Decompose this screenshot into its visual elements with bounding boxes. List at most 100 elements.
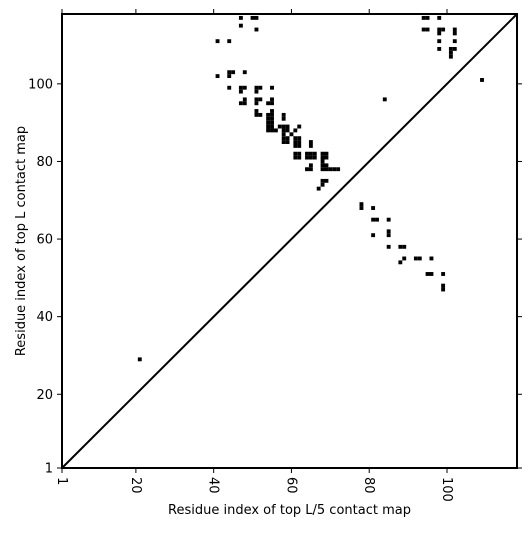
contact-point <box>238 85 243 90</box>
contact-point <box>417 256 422 261</box>
contact-point <box>297 151 302 156</box>
contact-point <box>402 244 407 249</box>
contact-point <box>238 15 243 20</box>
contact-point <box>238 89 243 94</box>
contact-point <box>285 124 290 129</box>
contact-point <box>441 272 446 276</box>
contact-point <box>316 186 321 191</box>
contact-point <box>285 140 290 144</box>
contact-point <box>320 167 325 172</box>
contact-point <box>289 132 294 137</box>
contact-point <box>266 116 271 121</box>
contact-point <box>324 151 329 156</box>
contact-point <box>270 124 274 129</box>
contact-point <box>227 70 232 75</box>
y-tick-label: 20 <box>36 388 53 403</box>
y-tick-label: 80 <box>36 155 53 170</box>
contact-point <box>270 101 274 106</box>
contact-point <box>270 85 274 90</box>
x-axis-label: Residue index of top L/5 contact map <box>168 503 411 518</box>
contact-point <box>421 15 426 20</box>
contact-point <box>448 54 453 59</box>
contact-point <box>324 155 329 160</box>
contact-point <box>305 167 309 172</box>
contact-point <box>270 97 274 102</box>
y-tick-label: 100 <box>28 77 53 92</box>
contact-point <box>266 124 271 129</box>
contact-point <box>297 155 302 160</box>
contact-point <box>231 70 236 75</box>
contact-point <box>270 112 274 117</box>
contact-point <box>293 140 298 144</box>
contact-point <box>242 85 247 90</box>
contact-point <box>266 112 271 117</box>
contact-point <box>425 15 430 20</box>
contact-point <box>371 206 376 210</box>
contact-point <box>258 112 263 117</box>
contact-point <box>320 182 325 187</box>
contact-point <box>437 46 442 51</box>
contact-point <box>452 27 457 32</box>
contact-point <box>320 155 325 160</box>
contact-point <box>227 85 232 90</box>
contact-point <box>293 155 298 160</box>
contact-point <box>371 233 376 238</box>
contact-point <box>324 167 329 172</box>
contact-point <box>270 120 274 125</box>
contact-point <box>308 151 313 156</box>
contact-point <box>386 244 391 249</box>
x-tick-label: 40 <box>206 477 221 494</box>
contact-point <box>254 109 259 113</box>
contact-point <box>332 167 337 172</box>
contact-point <box>437 15 442 20</box>
contact-point <box>270 128 274 133</box>
contact-point <box>254 89 259 94</box>
contact-point <box>297 124 302 129</box>
contact-point <box>293 136 298 141</box>
contact-point <box>297 140 302 144</box>
contact-point <box>308 163 313 168</box>
contact-point <box>254 97 259 102</box>
contact-point <box>297 136 302 141</box>
contact-point <box>312 151 317 156</box>
contact-point <box>215 74 220 79</box>
contact-point <box>452 46 457 51</box>
contact-point <box>324 178 329 183</box>
x-tick-label: 20 <box>128 477 143 494</box>
contact-point <box>328 167 333 172</box>
contact-point <box>320 178 325 183</box>
contact-point <box>336 167 341 172</box>
contact-point <box>398 244 403 249</box>
contact-point <box>277 124 282 129</box>
y-tick-label: 60 <box>36 233 53 248</box>
contact-point <box>371 217 376 222</box>
contact-point <box>359 206 364 210</box>
contact-point <box>258 97 263 102</box>
contact-point <box>270 116 274 121</box>
contact-point <box>386 217 391 222</box>
y-tick-label: 1 <box>45 462 53 477</box>
contact-point <box>293 128 298 133</box>
contact-point <box>137 357 142 362</box>
y-tick-label: 40 <box>36 310 53 325</box>
contact-point <box>429 272 434 276</box>
contact-point <box>281 124 286 129</box>
contact-point <box>441 287 446 292</box>
x-tick-label: 1 <box>54 477 69 485</box>
contact-point <box>227 74 232 79</box>
contact-point <box>238 23 243 28</box>
contact-point <box>308 140 313 144</box>
contact-point <box>448 46 453 51</box>
contact-point <box>285 136 290 141</box>
contact-point <box>308 155 313 160</box>
contact-point <box>281 132 286 137</box>
contact-point <box>242 70 247 75</box>
y-axis-label: Residue index of top L contact map <box>14 126 29 356</box>
contact-point <box>398 260 403 265</box>
contact-point <box>242 97 247 102</box>
contact-point <box>324 163 329 168</box>
contact-point <box>421 27 426 32</box>
contact-point <box>281 140 286 144</box>
